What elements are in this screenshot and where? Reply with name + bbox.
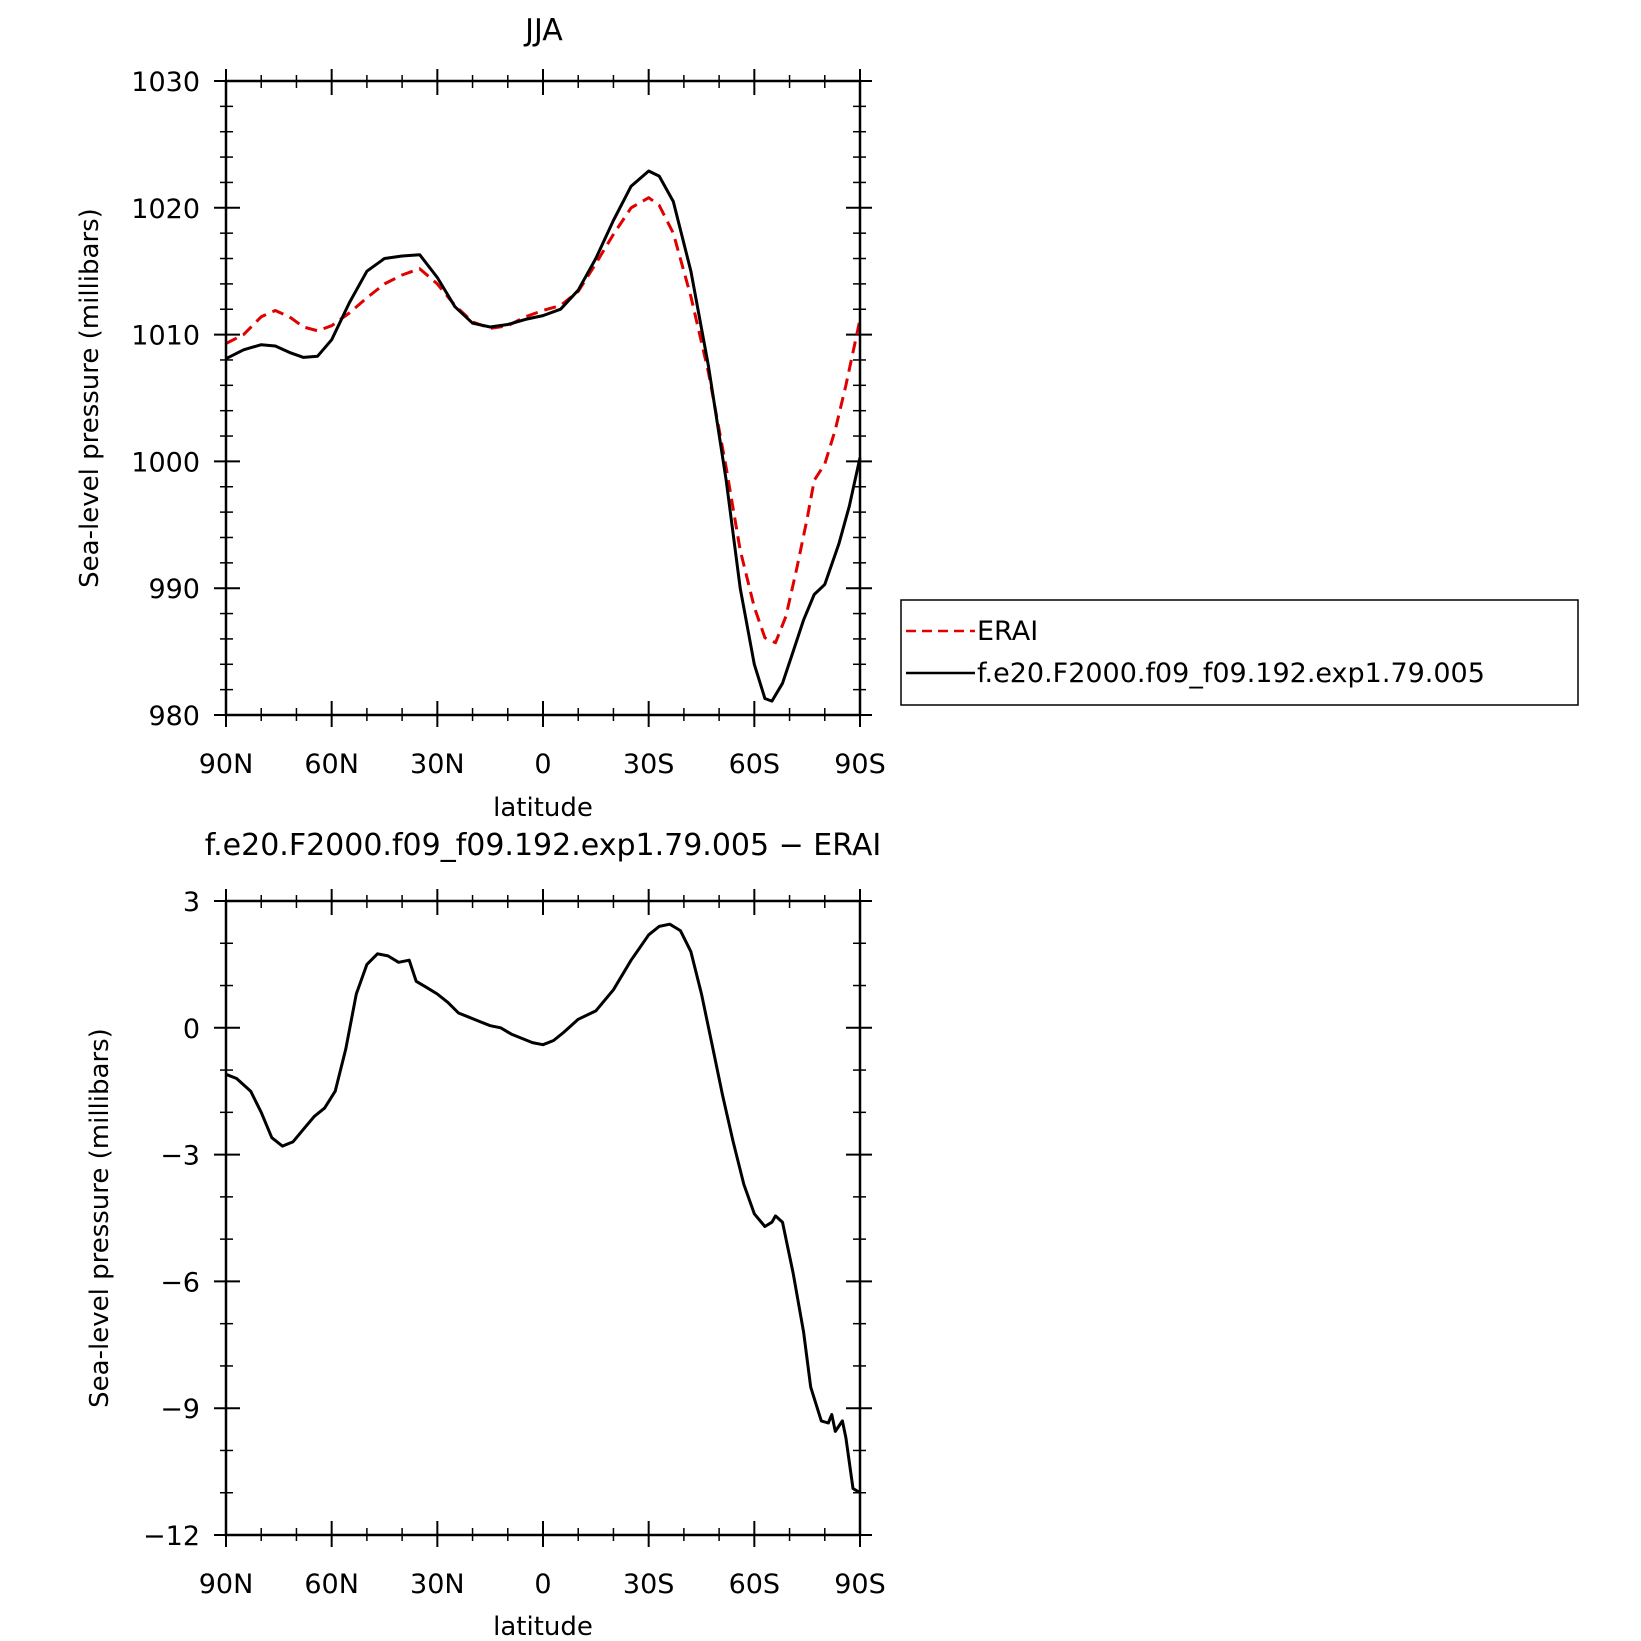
bottom-series-lines <box>225 922 861 1494</box>
bottom-x-tick-label: 30N <box>410 1569 465 1600</box>
bottom-y-tick-label: 0 <box>183 1014 200 1045</box>
top-plot-title: JJA <box>523 13 563 48</box>
top-series-line-2 <box>225 169 862 703</box>
top-x-tick-label: 60S <box>729 749 781 780</box>
bottom-x-tick-label: 90S <box>834 1569 886 1600</box>
legend-label-model: f.e20.F2000.f09_f09.192.exp1.79.005 <box>977 658 1485 689</box>
bottom-plot-title: f.e20.F2000.f09_f09.192.exp1.79.005 − ER… <box>205 828 882 863</box>
bottom-x-tick-label: 0 <box>534 1569 551 1600</box>
top-y-tick-label: 1020 <box>131 194 200 225</box>
bottom-panel: f.e20.F2000.f09_f09.192.exp1.79.005 − ER… <box>85 828 886 1641</box>
bottom-x-axis-title: latitude <box>493 1612 593 1641</box>
legend-label-erai: ERAI <box>977 616 1038 647</box>
top-y-axis-title: Sea-level pressure (millibars) <box>75 208 105 588</box>
top-y-tick-label: 980 <box>148 701 200 732</box>
bottom-y-tick-label: −6 <box>160 1267 200 1298</box>
top-x-tick-label: 90S <box>834 749 886 780</box>
bottom-y-tick-label: 3 <box>183 887 200 918</box>
top-x-tick-labels: 90N 60N 30N 0 30S 60S 90S <box>199 749 886 780</box>
bottom-x-tick-label: 30S <box>623 1569 675 1600</box>
top-x-tick-label: 60N <box>304 749 359 780</box>
top-x-tick-label: 30S <box>623 749 675 780</box>
top-x-tick-label: 90N <box>199 749 254 780</box>
bottom-y-axis-title: Sea-level pressure (millibars) <box>85 1028 115 1408</box>
legend: ERAI f.e20.F2000.f09_f09.192.exp1.79.005 <box>900 599 1579 706</box>
top-x-tick-label: 30N <box>410 749 465 780</box>
top-series-line-1 <box>225 196 862 645</box>
bottom-y-tick-label: −9 <box>160 1394 200 1425</box>
legend-box <box>900 599 1579 706</box>
top-tick-marks <box>214 69 872 727</box>
top-y-tick-label: 1000 <box>131 447 200 478</box>
bottom-x-tick-label: 90N <box>199 1569 254 1600</box>
top-x-axis-title: latitude <box>493 793 593 823</box>
top-x-tick-label: 0 <box>534 749 551 780</box>
top-y-tick-label: 990 <box>148 574 200 605</box>
bottom-x-tick-labels: 90N 60N 30N 0 30S 60S 90S <box>199 1569 886 1600</box>
top-y-tick-label: 1030 <box>131 67 200 98</box>
bottom-y-tick-labels: −12 −9 −6 −3 0 3 <box>143 887 200 1552</box>
top-y-tick-labels: 980 990 1000 1010 1020 1030 <box>131 67 200 732</box>
bottom-x-tick-label: 60S <box>729 1569 781 1600</box>
bottom-y-tick-label: −3 <box>160 1141 200 1172</box>
top-y-tick-label: 1010 <box>131 321 200 352</box>
top-series-lines <box>225 169 862 703</box>
top-plot-frame <box>224 79 862 717</box>
bottom-plot-frame <box>224 899 862 1537</box>
bottom-x-tick-label: 60N <box>304 1569 359 1600</box>
top-panel: JJA 980 990 1000 1010 1020 1030 90N 60N 30N 0 30S… <box>75 13 1579 823</box>
bottom-y-tick-label: −12 <box>143 1521 200 1552</box>
bottom-series-line-1 <box>225 922 861 1494</box>
